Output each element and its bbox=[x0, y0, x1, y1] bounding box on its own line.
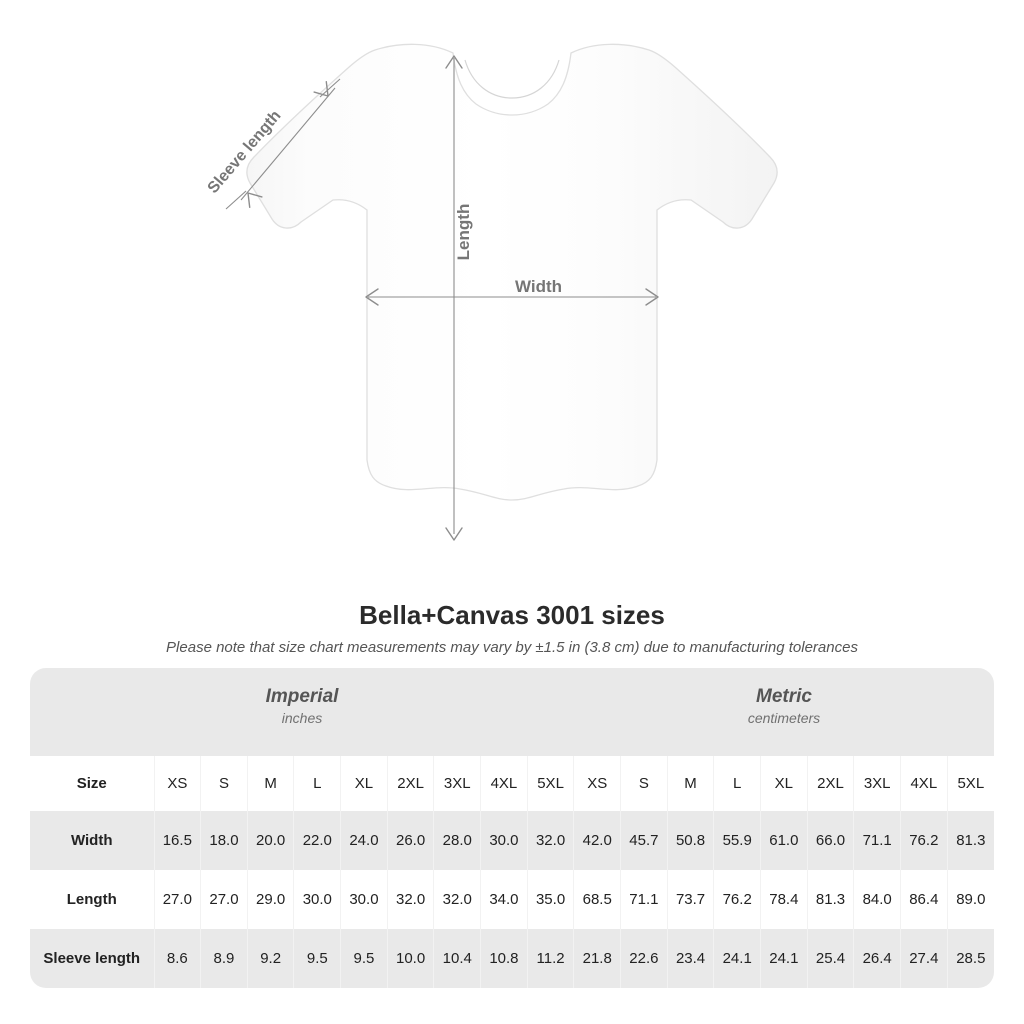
svg-text:Length: Length bbox=[454, 204, 473, 261]
svg-text:Width: Width bbox=[515, 277, 562, 296]
